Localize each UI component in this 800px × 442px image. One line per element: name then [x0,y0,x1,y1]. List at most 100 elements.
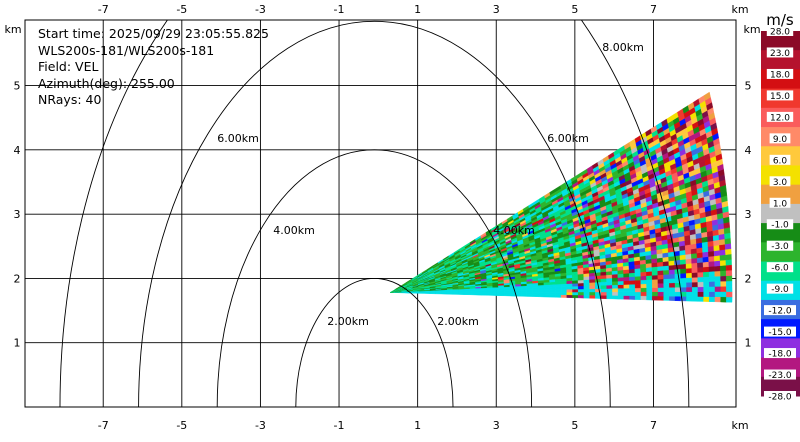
velocity-cell [618,277,624,281]
velocity-cell [652,292,658,296]
range-ring-label: 6.00km [547,132,589,145]
velocity-cell [658,279,664,284]
x-tick-label-bottom: 3 [493,419,500,432]
velocity-cell [687,287,693,292]
velocity-cell [584,295,590,298]
velocity-cell [681,278,687,283]
velocity-cell [663,261,669,266]
velocity-cell [641,272,647,276]
velocity-cell [686,278,692,283]
velocity-cell [658,283,664,287]
velocity-cell [669,261,675,266]
field-text: Field: VEL [38,59,98,74]
velocity-cell [510,294,516,296]
velocity-cell [664,296,670,300]
velocity-cell [618,292,624,296]
velocity-cell [555,295,561,298]
velocity-cell [669,283,675,288]
velocity-cell [726,270,732,276]
velocity-cell [709,297,715,302]
velocity-cell [521,292,527,294]
velocity-cell [538,292,544,294]
velocity-cell [527,294,533,296]
velocity-cell [510,292,516,294]
y-unit-label-right: km [743,23,760,36]
velocity-cell [714,261,720,267]
velocity-cell [601,295,607,299]
velocity-cell [709,281,715,286]
colorbar-tick-label: 15.0 [770,92,790,102]
velocity-cell [533,292,539,294]
velocity-cell [652,271,658,276]
velocity-cell [476,294,482,296]
velocity-cell [686,259,692,264]
velocity-cell [658,275,664,280]
velocity-cell [692,282,698,287]
velocity-cell [647,280,653,284]
colorbar-tick-label: 28.0 [770,28,790,38]
velocity-cell [629,277,635,281]
velocity-cell [590,286,596,289]
range-ring-label: 4.00km [493,224,535,237]
colorbar-tick-label: -12.0 [768,307,792,317]
velocity-cell [641,288,647,292]
velocity-cell [721,281,727,286]
velocity-cell [629,284,635,288]
velocity-cell [704,297,710,302]
velocity-cell [721,286,727,291]
velocity-cell [641,292,647,296]
colorbar-tick-label: 23.0 [770,49,790,59]
velocity-cell [652,267,658,272]
velocity-cell [692,277,698,282]
velocity-cell [697,257,703,262]
velocity-cell [573,289,579,292]
velocity-cell [544,295,550,298]
velocity-cell [601,289,607,292]
velocity-cell [726,276,732,282]
velocity-cell [578,280,584,283]
velocity-cell [516,292,522,294]
velocity-cell [686,254,692,259]
velocity-cell [658,288,664,292]
velocity-cell [692,272,698,277]
velocity-cell [516,290,522,292]
velocity-cell [521,290,527,292]
velocity-cell [550,292,556,295]
velocity-cell [669,265,675,270]
velocity-cell [715,276,721,281]
velocity-cell [561,292,567,295]
velocity-cell [601,292,607,295]
velocity-cell [652,283,658,287]
velocity-cell [578,283,584,286]
velocity-cell [669,292,675,296]
velocity-cell [538,287,544,290]
velocity-cell [658,296,664,300]
velocity-cell [646,271,652,275]
y-tick-label-right: 3 [745,208,752,221]
velocity-cell [612,278,618,282]
y-tick-label-left: 1 [14,337,21,350]
velocity-cell [658,266,664,271]
velocity-cell [692,263,698,268]
velocity-cell [635,292,641,296]
velocity-cell [544,292,550,295]
velocity-cell [629,273,635,277]
range-ring-label: 2.00km [327,315,369,328]
velocity-cell [601,278,607,282]
velocity-cell [663,270,669,275]
velocity-cell [487,292,493,294]
velocity-cell [624,284,630,288]
velocity-cell [521,294,527,296]
velocity-cell [652,288,658,292]
velocity-cell [635,296,641,300]
colorbar-tick-label: 18.0 [770,70,790,80]
velocity-cell [686,273,692,278]
velocity-cell [595,279,601,283]
velocity-cell [703,272,709,277]
y-tick-label-right: 2 [745,272,752,285]
velocity-cell [504,292,510,294]
y-unit-label-left: km [4,23,21,36]
velocity-cell [635,280,641,284]
velocity-cell [715,292,721,297]
velocity-cell [590,292,596,295]
